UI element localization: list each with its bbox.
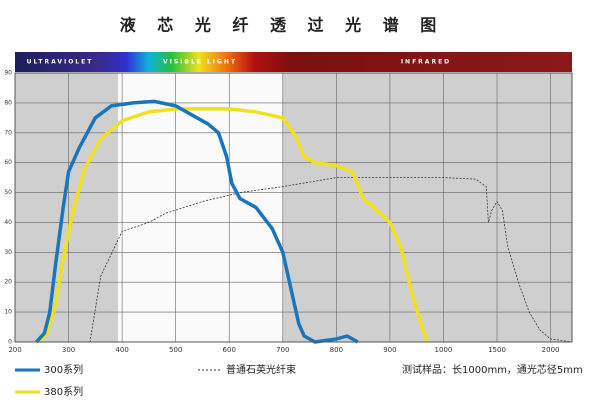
- band-label: ULTRAVIOLET: [27, 59, 94, 66]
- band-label: INFRARED: [401, 59, 451, 66]
- note: 测试样品：长1000mm，通光芯径5mm: [402, 363, 583, 376]
- x-tick-label: 500: [169, 346, 182, 354]
- y-tick-label: 30: [4, 249, 12, 256]
- x-tick-label: 2000: [542, 346, 560, 354]
- y-tick-label: 60: [4, 159, 12, 166]
- y-tick-label: 10: [4, 309, 12, 316]
- y-tick-label: 0: [8, 339, 12, 346]
- data-line: [35, 99, 359, 344]
- y-tick-label: 50: [4, 189, 12, 196]
- x-tick-label: 300: [62, 346, 75, 354]
- x-tick-label: 200: [8, 346, 21, 354]
- x-tick-label: 1500: [488, 346, 506, 354]
- x-tick-label: 400: [115, 346, 128, 354]
- data-line: [68, 177, 573, 343]
- legend-label: 普通石英光纤束: [226, 363, 296, 376]
- x-tick-label: 800: [330, 346, 343, 354]
- x-tick-label: 700: [276, 346, 289, 354]
- y-tick-label: 90: [4, 70, 12, 77]
- y-tick-label: 80: [4, 99, 12, 106]
- data-line: [37, 107, 430, 344]
- legend-label: 300系列: [44, 363, 83, 376]
- x-tick-label: 600: [223, 346, 236, 354]
- x-tick-label: 900: [383, 346, 396, 354]
- y-tick-label: 70: [4, 129, 12, 136]
- y-tick-label: 20: [4, 279, 12, 286]
- x-tick-label: 1000: [435, 346, 453, 354]
- y-tick-label: 40: [4, 219, 12, 226]
- band-label: VISIBLE LIGHT: [163, 59, 237, 66]
- plot-frame: [14, 72, 573, 343]
- legend-label: 380系列: [44, 385, 83, 398]
- chart-title: 液 芯 光 纤 透 过 光 谱 图: [120, 16, 445, 35]
- spectrum-band: [15, 52, 572, 72]
